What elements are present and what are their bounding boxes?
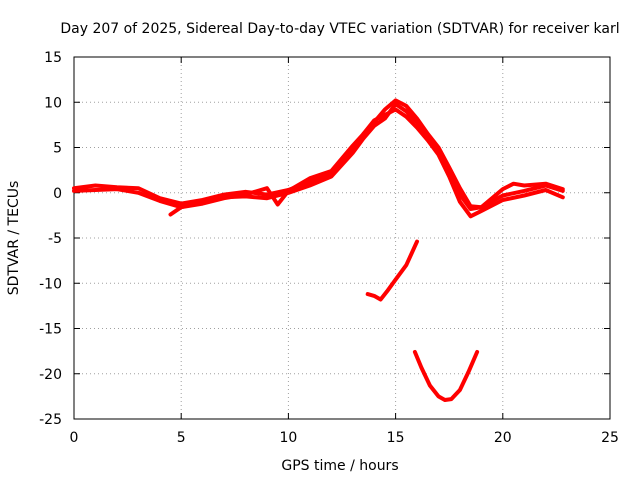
series-line-track-b: [72, 102, 565, 211]
axis-ticks: 0 5 10 15 20 25 15 10 5 0 -5 -10 -15 -20 -25: [39, 50, 619, 446]
data-series: [72, 98, 565, 402]
series-line-track-e: [412, 350, 480, 402]
x-tick-label: 25: [601, 430, 619, 446]
y-tick-label: 15: [44, 50, 62, 66]
y-axis-label: SDTVAR / TECUs: [6, 181, 22, 296]
chart-title: Day 207 of 2025, Sidereal Day-to-day VTE…: [60, 21, 619, 37]
y-tick-label: -10: [39, 276, 62, 292]
y-tick-label: 5: [53, 141, 62, 157]
x-axis-label: GPS time / hours: [281, 458, 398, 474]
grid: [74, 57, 610, 419]
series-line-track-d: [365, 239, 419, 302]
series-line-track-c: [168, 98, 565, 217]
x-tick-label: 5: [177, 430, 186, 446]
y-tick-label: -15: [39, 322, 62, 338]
y-tick-label: -20: [39, 367, 62, 383]
x-tick-label: 15: [387, 430, 405, 446]
x-tick-label: 20: [494, 430, 512, 446]
x-tick-label: 10: [279, 430, 297, 446]
y-tick-label: 10: [44, 95, 62, 111]
y-tick-label: 0: [53, 186, 62, 202]
y-tick-label: -5: [48, 231, 62, 247]
x-tick-label: 0: [70, 430, 79, 446]
y-tick-label: -25: [39, 412, 62, 428]
